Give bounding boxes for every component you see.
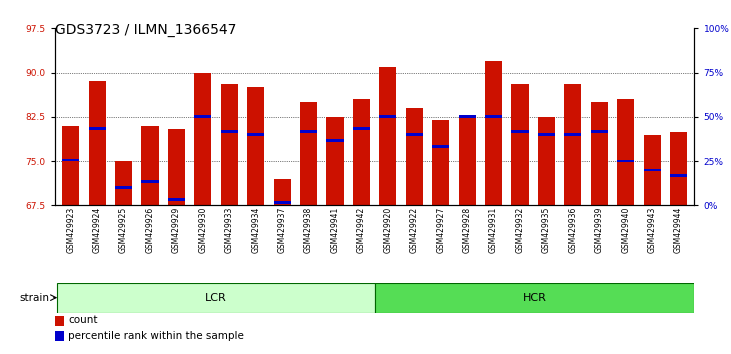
Bar [168, 129, 185, 205]
Bar [194, 115, 211, 118]
Bar [591, 102, 608, 205]
Text: GDS3723 / ILMN_1366547: GDS3723 / ILMN_1366547 [55, 23, 236, 37]
Bar [458, 115, 476, 118]
Bar [512, 130, 529, 133]
Bar [379, 67, 396, 205]
Bar [564, 84, 581, 205]
Bar [485, 61, 502, 205]
Bar [485, 115, 502, 118]
Bar [273, 201, 291, 204]
Bar [194, 73, 211, 205]
Bar [353, 127, 370, 130]
Bar [643, 135, 661, 205]
Bar [512, 84, 529, 205]
Bar [458, 117, 476, 205]
Bar [141, 126, 159, 205]
Bar [670, 132, 687, 205]
Bar [538, 117, 555, 205]
Bar [58, 283, 374, 313]
Bar [643, 169, 661, 171]
Bar [88, 81, 106, 205]
Bar [327, 117, 344, 205]
Bar [141, 181, 159, 183]
Bar [88, 127, 106, 130]
Bar [300, 130, 317, 133]
Bar [564, 133, 581, 136]
Text: HCR: HCR [523, 293, 547, 303]
Bar [247, 87, 265, 205]
Bar [327, 139, 344, 142]
Bar [221, 130, 238, 133]
Text: strain: strain [20, 293, 50, 303]
Bar [617, 160, 635, 162]
Bar [538, 133, 555, 136]
Bar [221, 84, 238, 205]
Bar [115, 186, 132, 189]
Bar [168, 198, 185, 201]
Bar [617, 99, 635, 205]
Bar [353, 99, 370, 205]
Text: percentile rank within the sample: percentile rank within the sample [68, 331, 244, 341]
Bar [62, 159, 79, 161]
Bar [300, 102, 317, 205]
Bar [432, 120, 450, 205]
Bar [406, 108, 423, 205]
Bar [406, 133, 423, 136]
Bar [374, 283, 694, 313]
Bar [432, 145, 450, 148]
Text: LCR: LCR [205, 293, 227, 303]
Bar [591, 130, 608, 133]
Bar [273, 179, 291, 205]
Bar [670, 175, 687, 177]
Bar [115, 161, 132, 205]
Bar [247, 133, 265, 136]
Text: count: count [68, 315, 97, 325]
Bar [62, 126, 79, 205]
Bar [379, 115, 396, 118]
